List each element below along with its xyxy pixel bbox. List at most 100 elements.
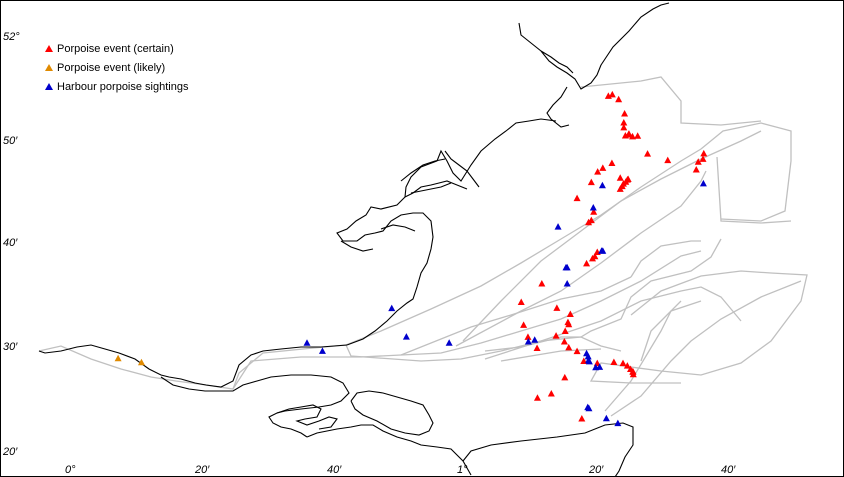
route-line [455,170,707,347]
sighting-marker [563,279,571,287]
x-axis-label: 20′ [589,464,604,476]
route-line [630,240,701,278]
sighting-marker [589,203,597,211]
x-axis-label: 40′ [327,464,342,476]
event-certain-marker [620,118,628,126]
y-axis-label: 20′ [3,446,18,458]
event-certain-marker [538,279,546,287]
event-certain-marker [619,359,627,367]
event-certain-marker [694,158,702,165]
coast-kent-east [462,422,634,476]
event-certain-marker [634,132,642,139]
coast-sheppey [350,390,434,436]
event-certain-marker [560,338,568,345]
event-certain-marker [561,327,569,335]
coast-crouch [340,224,416,252]
event-likely-marker [114,354,122,362]
x-axis-label: 40′ [721,464,736,476]
event-certain-marker [589,254,597,262]
sighting-marker [584,352,592,360]
event-certain-marker [623,362,631,369]
event-certain-marker [565,320,573,328]
sighting-marker [303,339,311,346]
event-certain-marker [644,150,652,157]
sighting-marker [388,304,396,312]
event-certain-marker [616,185,624,192]
route-line [610,280,802,417]
legend-item-certain: Porpoise event (certain) [45,39,188,58]
sighting-marker [699,179,707,187]
route-line [580,76,762,126]
sighting-marker [445,339,453,346]
event-certain-marker [585,218,593,226]
event-certain-marker [573,194,581,202]
event-certain-marker [608,90,616,98]
event-certain-marker [621,110,629,117]
legend-label-likely: Porpoise event (likely) [57,61,166,74]
route-line [484,238,722,352]
x-axis-label: 1° [457,464,468,476]
event-certain-marker [692,165,700,173]
sighting-marker [602,414,610,422]
event-certain-marker [533,344,541,352]
coast-suffolk [336,2,670,346]
event-certain-marker [610,358,618,365]
event-certain-marker [590,208,598,215]
event-certain-marker [583,259,591,267]
sighting-marker [531,336,539,343]
route-line [640,300,702,362]
event-certain-marker [552,332,560,339]
sighting-marker [563,263,571,271]
event-certain-marker [599,164,607,171]
event-certain-marker [629,367,637,375]
legend-item-likely: Porpoise event (likely) [45,58,188,77]
x-axis-label: 0° [65,464,76,476]
sighting-marker [598,181,606,189]
coast-blackwater [404,180,468,198]
event-certain-marker [700,149,708,157]
y-axis-label: 52° [3,31,20,43]
event-certain-marker [553,304,561,311]
likely-events-layer [114,354,145,366]
sighting-marker [318,347,326,354]
event-certain-marker [547,389,555,397]
red-triangle-icon [45,44,53,52]
sighting-marker [554,223,562,230]
sighting-marker [614,419,622,427]
event-certain-marker [664,156,672,164]
sightings-layer [303,179,707,427]
coast-thames-north [38,344,348,388]
route-line [232,250,702,390]
y-axis-label: 30′ [3,341,18,353]
event-certain-marker [573,347,581,355]
event-certain-marker [699,155,707,162]
coast-medway [276,404,338,430]
event-certain-marker [594,168,602,175]
event-certain-marker [615,95,623,103]
event-certain-marker [517,298,525,306]
event-certain-marker [520,321,528,328]
route-line [716,156,792,224]
route-line [484,286,742,360]
event-certain-marker [565,343,573,351]
sighting-marker [402,333,410,340]
blue-triangle-icon [45,82,53,90]
coast-kent [160,374,472,476]
legend-label-sightings: Harbour porpoise sightings [57,80,189,93]
sighting-marker [585,357,593,365]
legend-item-sightings: Harbour porpoise sightings [45,77,188,96]
event-certain-marker [620,123,628,131]
event-certain-marker [625,130,633,137]
orange-triangle-icon [45,63,53,71]
coast-colne [400,150,480,194]
coastline [38,2,670,476]
route-line [589,270,808,384]
route-line [500,348,602,362]
y-axis-label: 40′ [3,237,18,249]
route-line [345,336,622,362]
shipping-routes [38,76,808,417]
legend-label-certain: Porpoise event (certain) [57,42,174,55]
x-axis-label: 20′ [195,464,210,476]
event-certain-marker [608,159,616,166]
